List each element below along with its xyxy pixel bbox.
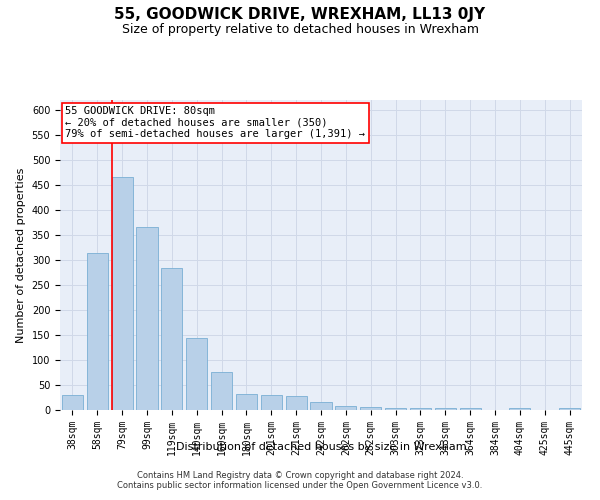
Bar [211,372,232,410]
Bar [186,338,207,410]
Bar [360,406,381,410]
Text: 55 GOODWICK DRIVE: 80sqm
← 20% of detached houses are smaller (350)
79% of semi-: 55 GOODWICK DRIVE: 80sqm ← 20% of detach… [65,106,365,140]
Bar [559,408,580,410]
Bar [435,408,456,410]
Bar [261,395,282,410]
Bar [410,408,431,410]
Bar [136,226,158,410]
Bar [161,268,182,410]
Bar [236,394,257,410]
Bar [460,408,481,410]
Bar [87,252,108,410]
Bar [112,176,133,410]
Bar [62,395,83,410]
Bar [286,396,307,410]
Text: Contains HM Land Registry data © Crown copyright and database right 2024.
Contai: Contains HM Land Registry data © Crown c… [118,470,482,490]
Text: 55, GOODWICK DRIVE, WREXHAM, LL13 0JY: 55, GOODWICK DRIVE, WREXHAM, LL13 0JY [115,8,485,22]
Text: Distribution of detached houses by size in Wrexham: Distribution of detached houses by size … [176,442,466,452]
Text: Size of property relative to detached houses in Wrexham: Size of property relative to detached ho… [121,22,479,36]
Y-axis label: Number of detached properties: Number of detached properties [16,168,26,342]
Bar [385,408,406,410]
Bar [335,406,356,410]
Bar [310,402,332,410]
Bar [509,408,530,410]
